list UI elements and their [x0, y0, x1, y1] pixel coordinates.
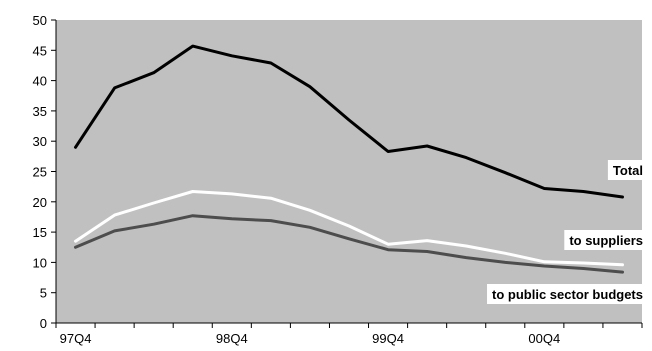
- series-line-total: [74, 44, 624, 199]
- x-axis: 97Q4 98Q4 99Q4 00Q4: [55, 322, 643, 346]
- x-tick-label: 97Q4: [60, 331, 92, 346]
- y-tick-label: 30: [33, 134, 47, 149]
- y-axis: 0 5 10 15 20 25 30 35 40 45 50: [33, 13, 57, 331]
- series-label-text: Total: [613, 163, 643, 178]
- series-label-text: to public sector budgets: [492, 287, 643, 302]
- y-tick-label: 45: [33, 43, 47, 58]
- y-tick-label: 0: [40, 316, 47, 331]
- x-tick-label: 99Q4: [372, 331, 404, 346]
- series-label-to-public-sector-budgets: to public sector budgets: [487, 284, 648, 304]
- series-label-text: to suppliers: [569, 233, 643, 248]
- y-tick-label: 50: [33, 13, 47, 28]
- y-tick-label: 5: [40, 286, 47, 301]
- series-label-to-suppliers: to suppliers: [564, 230, 648, 250]
- y-tick-label: 20: [33, 195, 47, 210]
- x-tick-label: 98Q4: [216, 331, 248, 346]
- y-tick-label: 40: [33, 74, 47, 89]
- plot-area: [56, 20, 642, 323]
- series-label-box: [607, 160, 648, 180]
- y-tick-label: 15: [33, 225, 47, 240]
- x-tick-label: 00Q4: [528, 331, 560, 346]
- y-tick-label: 25: [33, 165, 47, 180]
- series-label-box: [564, 230, 648, 250]
- series-label-box: [487, 284, 648, 304]
- y-tick-label: 35: [33, 104, 47, 119]
- series-line-to-public-sector-budgets: [74, 214, 624, 274]
- series-labels: Total to suppliers to public sector budget…: [487, 160, 648, 304]
- series-lines: [74, 44, 624, 274]
- series-line-to-suppliers: [74, 190, 624, 267]
- y-tick-label: 10: [33, 255, 47, 270]
- series-label-total: Total: [607, 160, 648, 180]
